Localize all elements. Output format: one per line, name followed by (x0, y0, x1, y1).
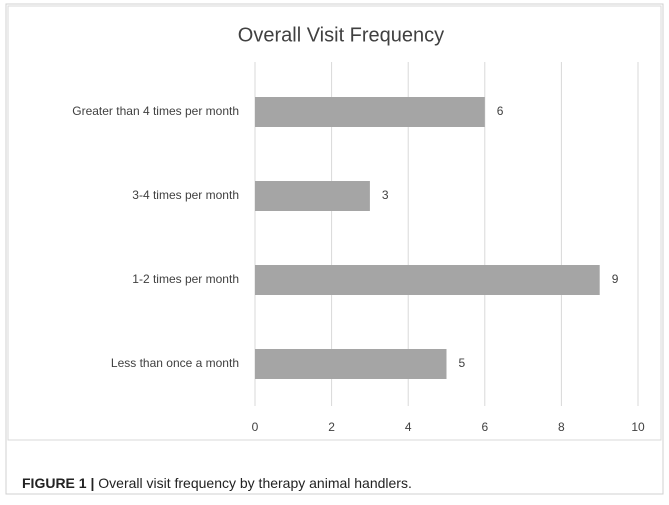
y-tick-label: 1-2 times per month (132, 272, 239, 286)
value-label: 3 (382, 188, 389, 202)
x-tick-label: 8 (558, 420, 565, 434)
x-tick-label: 10 (631, 420, 645, 434)
x-tick-label: 0 (252, 420, 259, 434)
x-tick-label: 2 (328, 420, 335, 434)
caption: FIGURE 1 | Overall visit frequency by th… (22, 475, 412, 491)
value-label: 9 (612, 272, 619, 286)
x-tick-label: 6 (481, 420, 488, 434)
y-tick-label: Less than once a month (111, 356, 239, 370)
value-label: 5 (459, 356, 466, 370)
y-tick-label: Greater than 4 times per month (72, 104, 239, 118)
y-tick-label: 3-4 times per month (132, 188, 239, 202)
bar (255, 97, 485, 127)
caption-text: Overall visit frequency by therapy anima… (98, 475, 412, 491)
x-tick-label: 4 (405, 420, 412, 434)
bar (255, 181, 370, 211)
caption-label: FIGURE 1 | (22, 475, 94, 491)
bar (255, 265, 600, 295)
value-label: 6 (497, 104, 504, 118)
chart-title: Overall Visit Frequency (238, 24, 444, 46)
bar (255, 349, 447, 379)
